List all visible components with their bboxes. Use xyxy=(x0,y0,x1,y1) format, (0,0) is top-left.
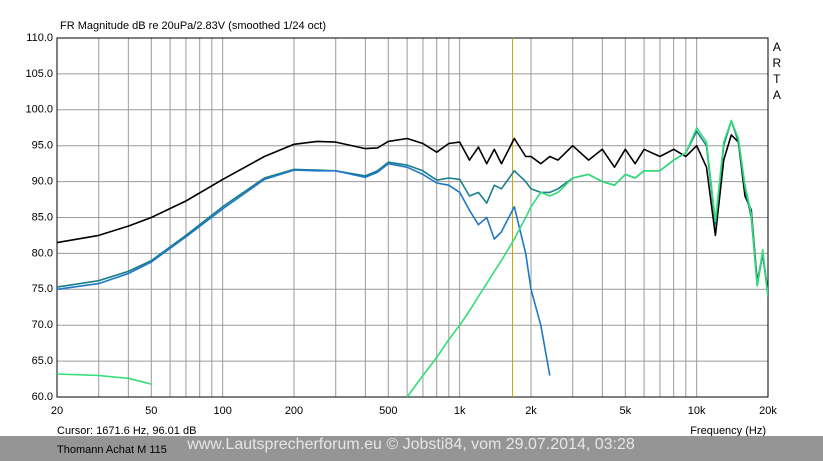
y-tick-label: 70.0 xyxy=(32,319,53,331)
x-axis-label: Frequency (Hz) xyxy=(690,425,766,437)
x-tick-label: 5k xyxy=(619,405,631,417)
x-tick-label: 500 xyxy=(379,405,397,417)
x-tick-label: 10k xyxy=(688,405,706,417)
device-name: Thomann Achat M 115 xyxy=(57,444,167,456)
y-tick-label: 105.0 xyxy=(25,68,53,80)
cursor-readout: Cursor: 1671.6 Hz, 96.01 dB xyxy=(57,425,196,437)
plot-frame xyxy=(56,37,769,398)
series-line xyxy=(57,119,768,397)
y-tick-label: 90.0 xyxy=(32,176,53,188)
y-tick-label: 85.0 xyxy=(32,211,53,223)
x-tick-label: 200 xyxy=(285,405,303,417)
x-tick-label: 100 xyxy=(213,405,231,417)
plot-area xyxy=(57,38,768,397)
logo: ARTA xyxy=(770,40,784,104)
x-tick-label: 20k xyxy=(759,405,777,417)
watermark-band xyxy=(0,436,823,461)
y-tick-label: 100.0 xyxy=(25,104,53,116)
y-tick-label: 75.0 xyxy=(32,283,53,295)
y-tick-label: 60.0 xyxy=(32,391,53,403)
series-line xyxy=(57,134,768,294)
watermark: www.Lautsprecherforum.eu © Jobsti84, vom… xyxy=(186,436,635,453)
y-tick-label: 110.0 xyxy=(26,32,53,44)
x-tick-label: 20 xyxy=(51,405,63,417)
x-tick-label: 1k xyxy=(454,405,466,417)
y-tick-label: 80.0 xyxy=(32,247,53,259)
x-tick-label: 2k xyxy=(525,405,537,417)
y-tick-label: 95.0 xyxy=(32,140,53,152)
chart-title: FR Magnitude dB re 20uPa/2.83V (smoothed… xyxy=(60,20,326,32)
series-line xyxy=(57,162,551,376)
y-tick-label: 65.0 xyxy=(32,355,53,367)
x-tick-label: 50 xyxy=(145,405,157,417)
